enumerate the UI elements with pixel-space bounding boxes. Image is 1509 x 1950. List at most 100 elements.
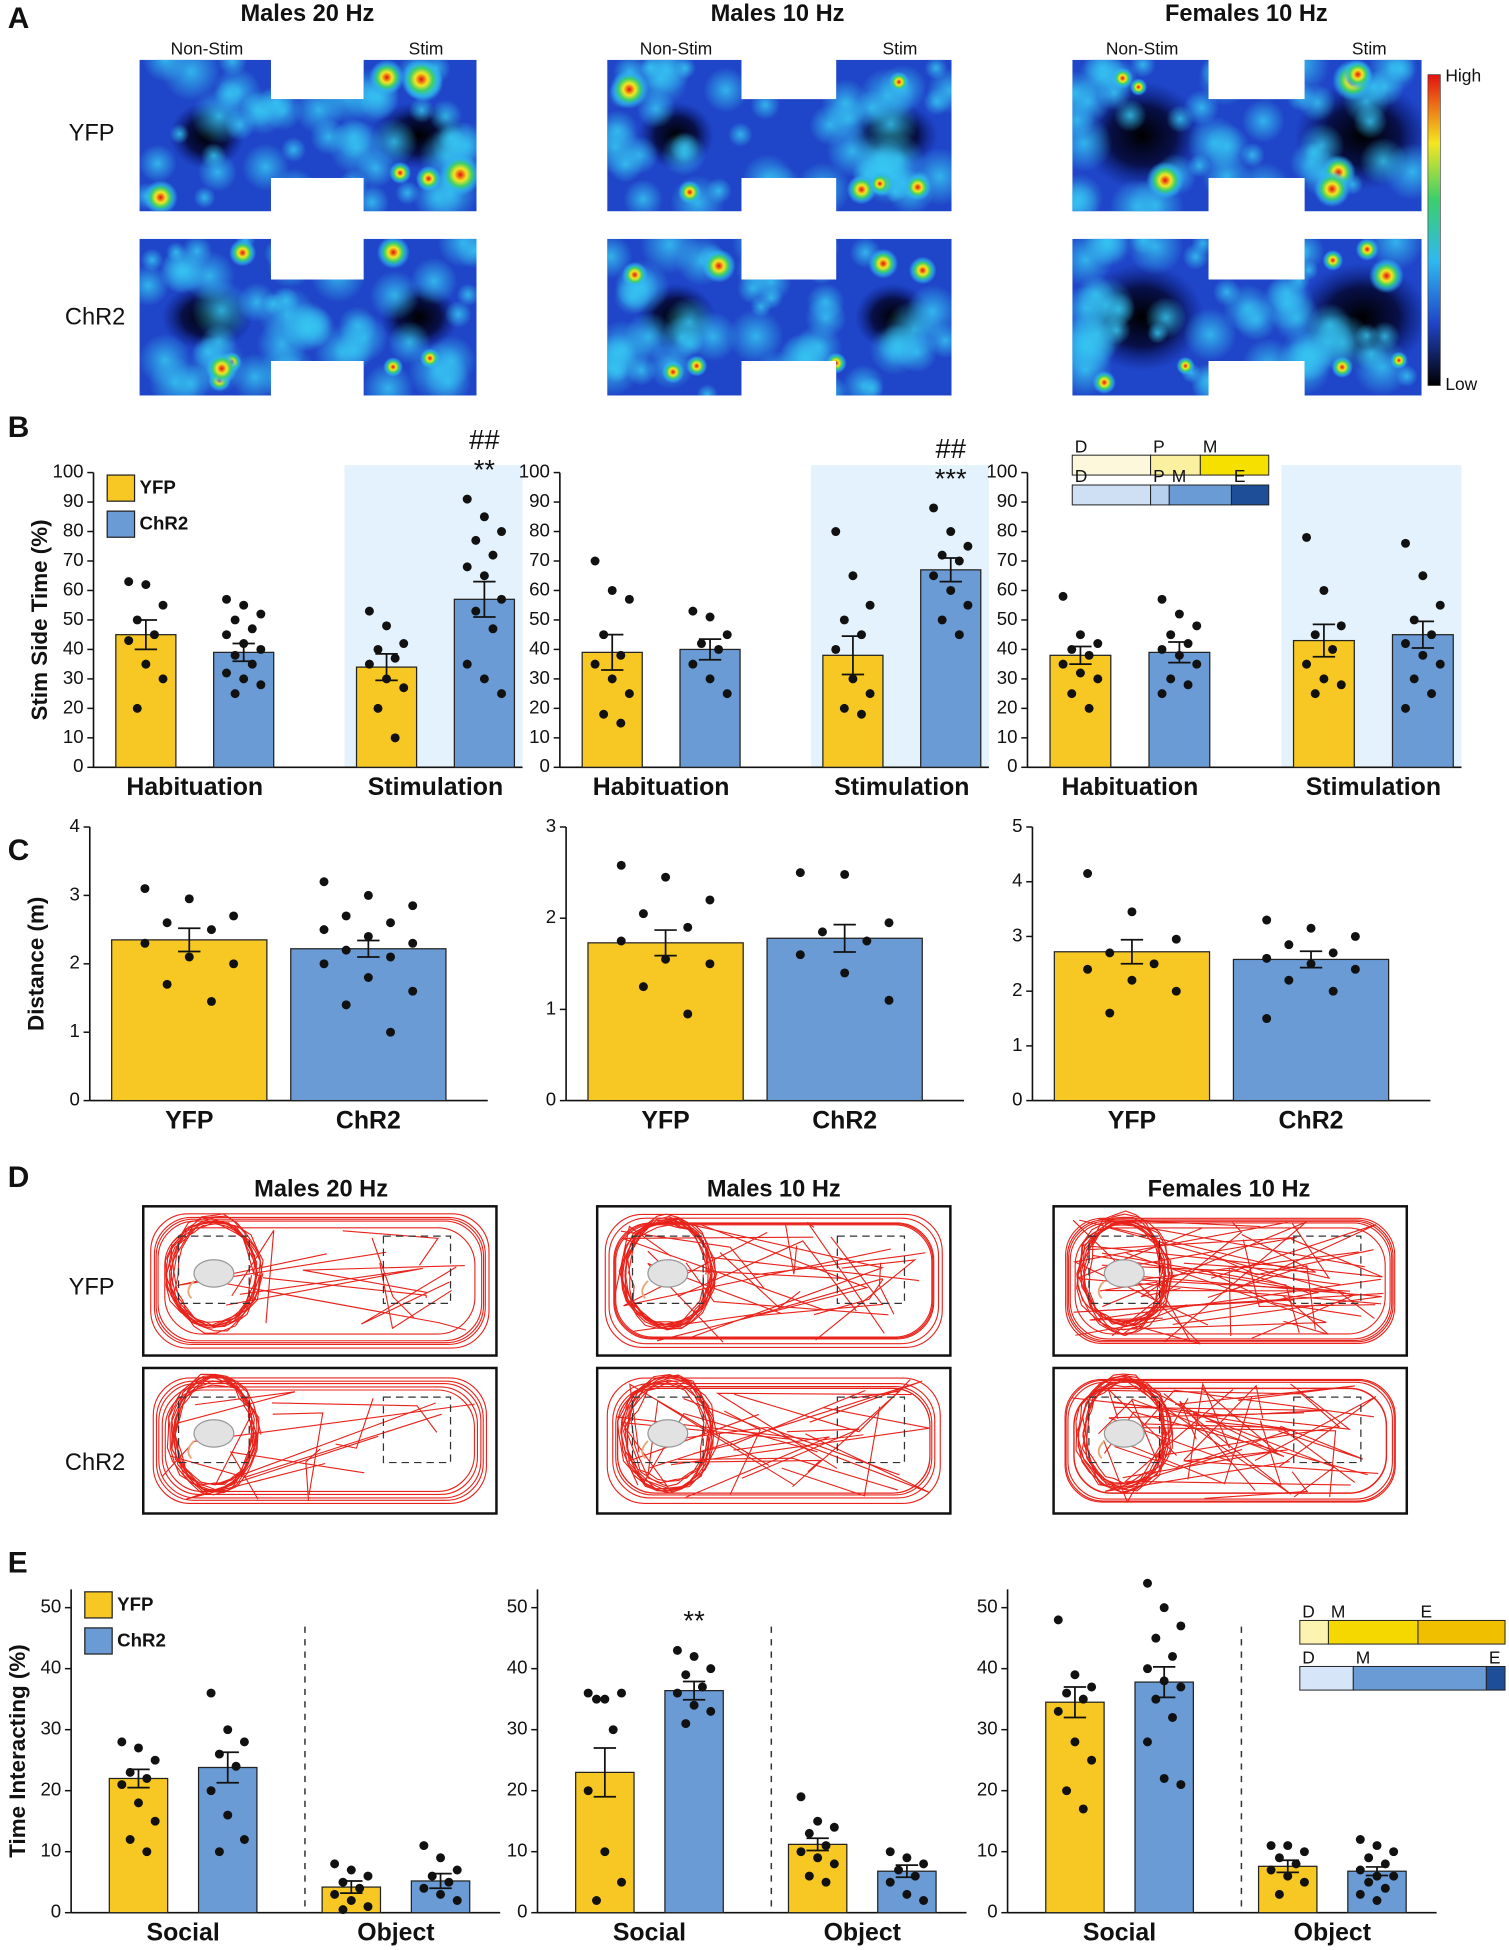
y-tick-label: 60 (529, 578, 550, 599)
data-point (1328, 644, 1338, 654)
track-path (685, 1436, 830, 1498)
heatmap-warm (1367, 238, 1422, 271)
y-tick-label: 50 (507, 1596, 528, 1617)
track-perimeter (616, 1387, 931, 1494)
heatmap-warm (1249, 65, 1286, 103)
data-point (683, 922, 693, 932)
track-path (1087, 1238, 1383, 1278)
data-point (607, 674, 617, 684)
data-point (714, 644, 724, 654)
heatmap-warm (1241, 99, 1286, 143)
track-perimeter (615, 1386, 933, 1496)
zone-box (836, 1235, 906, 1304)
data-point (608, 1725, 618, 1735)
y-tick-label: 10 (63, 726, 84, 747)
heatmap-warm (750, 90, 781, 121)
y-axis-label: Distance (m) (23, 897, 48, 1031)
data-point (963, 600, 973, 610)
data-point (1174, 609, 1184, 619)
data-point (462, 659, 472, 669)
heatmap-warm (1204, 123, 1250, 170)
y-tick-label: 10 (529, 726, 550, 747)
bar (587, 942, 744, 1102)
inset-label: P (1153, 466, 1165, 486)
heatmap-warm (193, 186, 216, 209)
track-path (723, 1410, 761, 1495)
heatmap-warm (1222, 284, 1273, 334)
row-label: YFP (69, 121, 115, 147)
y-tick-label: 40 (40, 1657, 61, 1678)
data-point (795, 950, 805, 960)
data-point (1078, 1804, 1088, 1814)
inset-segment (1352, 1665, 1487, 1691)
data-point (689, 1700, 699, 1710)
heatmap-warm (731, 238, 786, 270)
data-point (382, 674, 392, 684)
data-point (1262, 953, 1272, 963)
y-tick-label: 20 (40, 1779, 61, 1800)
data-point (592, 1896, 601, 1905)
heatmap-warm (1383, 143, 1422, 201)
heatmap-hot (400, 59, 443, 101)
track-path (272, 1412, 324, 1495)
track-path (665, 1218, 885, 1340)
data-point (141, 580, 151, 590)
data-point (341, 945, 351, 955)
data-point (206, 925, 216, 935)
y-tick-label: 80 (529, 519, 550, 540)
data-point (688, 659, 698, 669)
bar (213, 651, 275, 768)
data-point (1364, 1853, 1374, 1863)
data-point (1319, 585, 1329, 595)
data-point (638, 982, 648, 992)
track-path (1259, 1420, 1282, 1486)
data-point (865, 689, 875, 699)
data-point (471, 606, 481, 616)
y-tick-label: 50 (63, 608, 84, 629)
data-point (862, 936, 872, 946)
data-point (722, 689, 732, 699)
x-tick-label: ChR2 (1279, 1106, 1344, 1134)
y-tick-label: 3 (69, 883, 79, 904)
track-perimeter (158, 1383, 482, 1499)
heatmap-hot (415, 165, 442, 192)
y-tick-label: 0 (517, 1901, 527, 1922)
data-point (239, 1737, 249, 1747)
data-point (884, 995, 894, 1005)
data-point (1168, 1712, 1177, 1722)
data-point (1183, 680, 1193, 690)
data-point (616, 860, 626, 870)
heatmap-hot (888, 71, 910, 93)
data-point (1283, 1871, 1293, 1881)
x-tick-label: Object (1294, 1918, 1371, 1946)
data-point (1306, 923, 1316, 933)
data-point (1058, 591, 1068, 601)
arena (1052, 1205, 1409, 1357)
inset-label: M (1172, 466, 1187, 486)
heatmap-warm (140, 248, 164, 272)
data-point (1328, 948, 1338, 958)
y-tick-label: 0 (73, 755, 83, 776)
track-path (693, 1389, 866, 1455)
track-path (647, 1262, 782, 1343)
heatmap-warm (705, 177, 733, 204)
data-point (1192, 621, 1202, 631)
data-point (865, 600, 875, 610)
inset-label: E (1234, 466, 1246, 486)
data-point (1355, 1835, 1365, 1844)
track-path (1175, 1385, 1355, 1405)
data-point (462, 562, 472, 572)
heatmap-warm (362, 362, 414, 396)
x-tick-label: YFP (641, 1106, 689, 1134)
heatmap-hot (701, 248, 736, 283)
data-point (338, 1877, 348, 1887)
heatmap-warm (329, 373, 358, 396)
track-loop (1082, 1224, 1166, 1322)
data-point (705, 674, 715, 684)
heatmap-warm (1239, 142, 1265, 168)
track-path (226, 1267, 423, 1306)
y-tick-label: 10 (507, 1840, 528, 1861)
heatmap-warm (139, 264, 170, 307)
track-path (1086, 1236, 1297, 1269)
data-point (399, 683, 409, 693)
